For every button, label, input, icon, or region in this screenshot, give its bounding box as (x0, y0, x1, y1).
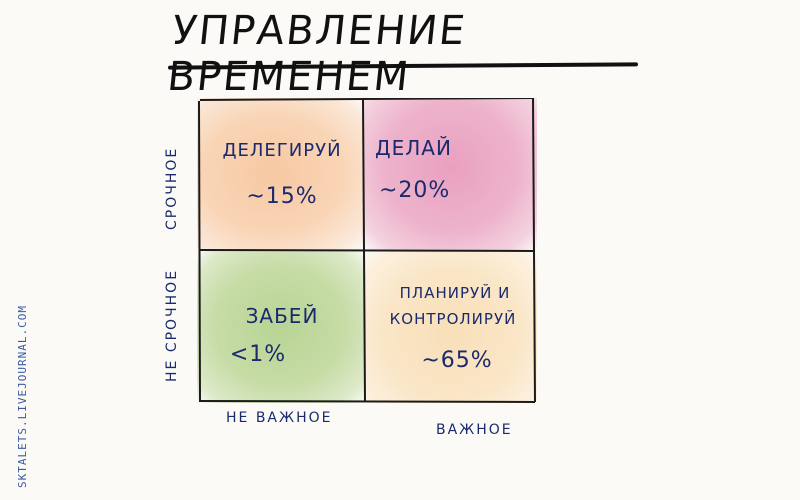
author-credit: SKTALETS.LIVEJOURNAL.COM (16, 305, 29, 488)
quadrant-plan (364, 250, 537, 403)
diagram-title: УПРАВЛЕНИЕ ВРЕМЕНЕМ (165, 8, 469, 100)
cell-label-plan: ПЛАНИРУЙ И (399, 284, 511, 302)
cell-label-plan-line2: КОНТРОЛИРУЙ (389, 310, 517, 328)
x-axis-label-not-important: НЕ ВАЖНОЕ (226, 410, 333, 426)
cell-value-delegate: ~15% (246, 184, 318, 209)
quadrant-delegate (197, 98, 364, 250)
cell-label-drop: ЗАБЕЙ (245, 304, 319, 328)
y-axis-label-not-urgent: НЕ СРОЧНОЕ (164, 268, 180, 382)
cell-value-do: ~20% (379, 178, 451, 203)
quadrant-do (364, 98, 537, 250)
matrix-grid-lines (198, 98, 536, 403)
priority-matrix: ДЕЛЕГИРУЙ ~15% ДЕЛАЙ ~20% ЗАБЕЙ <1% ПЛАН… (197, 98, 537, 403)
x-axis-label-important: ВАЖНОЕ (436, 422, 513, 438)
cell-value-drop: <1% (229, 342, 287, 367)
cell-value-plan: ~65% (421, 348, 493, 373)
cell-label-do: ДЕЛАЙ (375, 136, 452, 160)
cell-label-delegate: ДЕЛЕГИРУЙ (222, 140, 342, 161)
quadrant-drop (197, 250, 364, 403)
y-axis-label-urgent: СРОЧНОЕ (164, 146, 180, 230)
